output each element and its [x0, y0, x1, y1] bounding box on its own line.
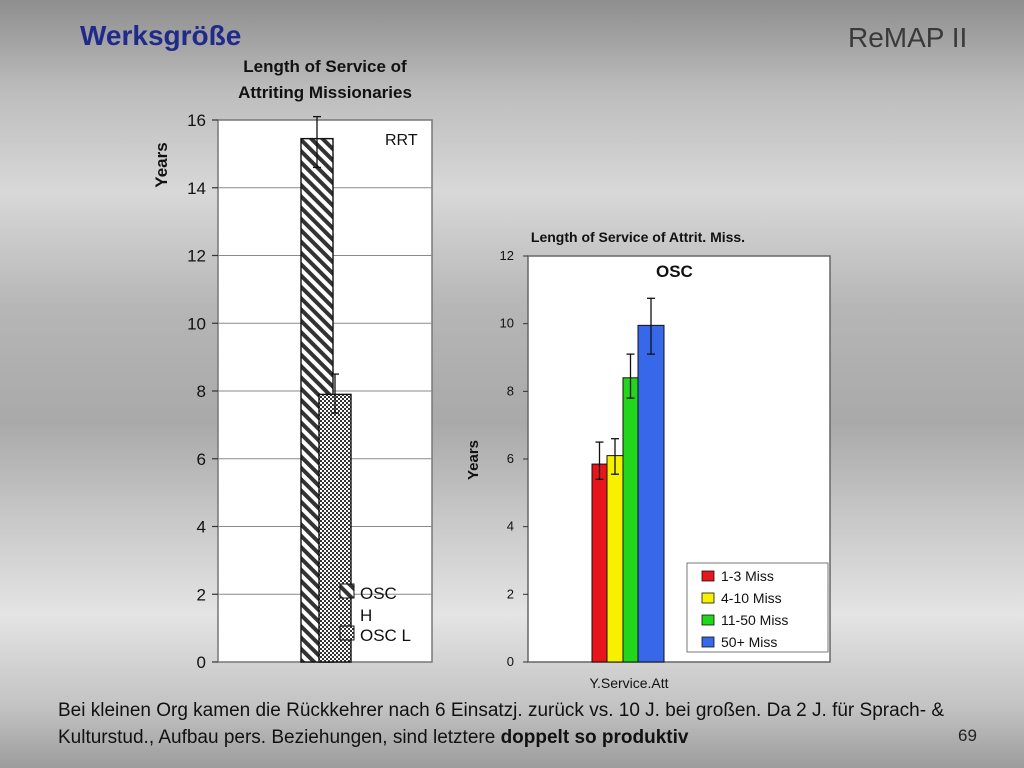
- chart1-tick-label: 4: [197, 518, 206, 537]
- chart1-legend-swatch: [339, 625, 355, 641]
- caption-text: Bei kleinen Org kamen die Rückkehrer nac…: [58, 700, 945, 748]
- chart2-legend-swatch: [701, 592, 715, 604]
- chart2-tick-label: 0: [507, 654, 514, 669]
- chart2-tick-label: 2: [507, 586, 514, 601]
- chart1-annotation: RRT: [385, 132, 418, 149]
- chart1-tick-label: 12: [187, 247, 206, 266]
- slide-title: Werksgröße: [80, 20, 242, 51]
- chart2-bar: [637, 324, 665, 663]
- chart2-legend-label: 11-50 Miss: [721, 612, 788, 628]
- chart2-legend-label: 4-10 Miss: [721, 590, 782, 606]
- chart2-annotation: OSC: [656, 262, 693, 281]
- chart1-legend-label: OSC L: [360, 626, 411, 645]
- chart1-tick-label: 16: [187, 111, 206, 130]
- brand-label: ReMAP II: [848, 22, 968, 53]
- chart2-bar: [606, 455, 624, 663]
- chart1-tick-label: 14: [187, 179, 206, 198]
- chart2-tick-label: 12: [500, 248, 514, 263]
- chart1-legend-label: H: [360, 606, 372, 625]
- caption-emphasis: doppelt so produktiv: [500, 727, 689, 748]
- chart2-title: Length of Service of Attrit. Miss.: [530, 229, 746, 245]
- chart2-y-axis-label: Years: [465, 440, 482, 480]
- chart2-category-label: Y.Service.Att: [589, 675, 668, 691]
- chart2-legend-label: 1-3 Miss: [721, 568, 774, 584]
- chart1-legend-swatch: [339, 583, 355, 599]
- chart1-title-line1: Length of Service of: [243, 57, 407, 76]
- chart2-bar: [622, 377, 639, 663]
- chart2-legend-swatch: [701, 636, 715, 648]
- chart2-bar: [591, 463, 608, 663]
- page-number: 69: [958, 726, 977, 745]
- chart2-tick-label: 4: [507, 519, 514, 534]
- chart1-tick-label: 2: [197, 585, 206, 604]
- chart1-title: Length of Service of Attriting Missionar…: [200, 54, 450, 106]
- chart2-legend-label: 50+ Miss: [721, 634, 777, 650]
- chart1-tick-label: 10: [187, 314, 206, 333]
- chart2-legend-swatch: [701, 570, 715, 582]
- chart1-tick-label: 6: [197, 450, 206, 469]
- chart1-legend-label: OSC: [360, 584, 397, 603]
- chart1-bar: [318, 393, 352, 663]
- chart1-y-axis-label: Years: [152, 142, 171, 187]
- chart2-tick-label: 6: [507, 451, 514, 466]
- chart2-tick-label: 10: [500, 316, 514, 331]
- chart2-legend-swatch: [701, 614, 715, 626]
- chart1-tick-label: 8: [197, 382, 206, 401]
- chart2-tick-label: 8: [507, 383, 514, 398]
- chart1-title-line2: Attriting Missionaries: [238, 83, 412, 102]
- chart1-tick-label: 0: [197, 653, 206, 672]
- caption: Bei kleinen Org kamen die Rückkehrer nac…: [58, 697, 1018, 751]
